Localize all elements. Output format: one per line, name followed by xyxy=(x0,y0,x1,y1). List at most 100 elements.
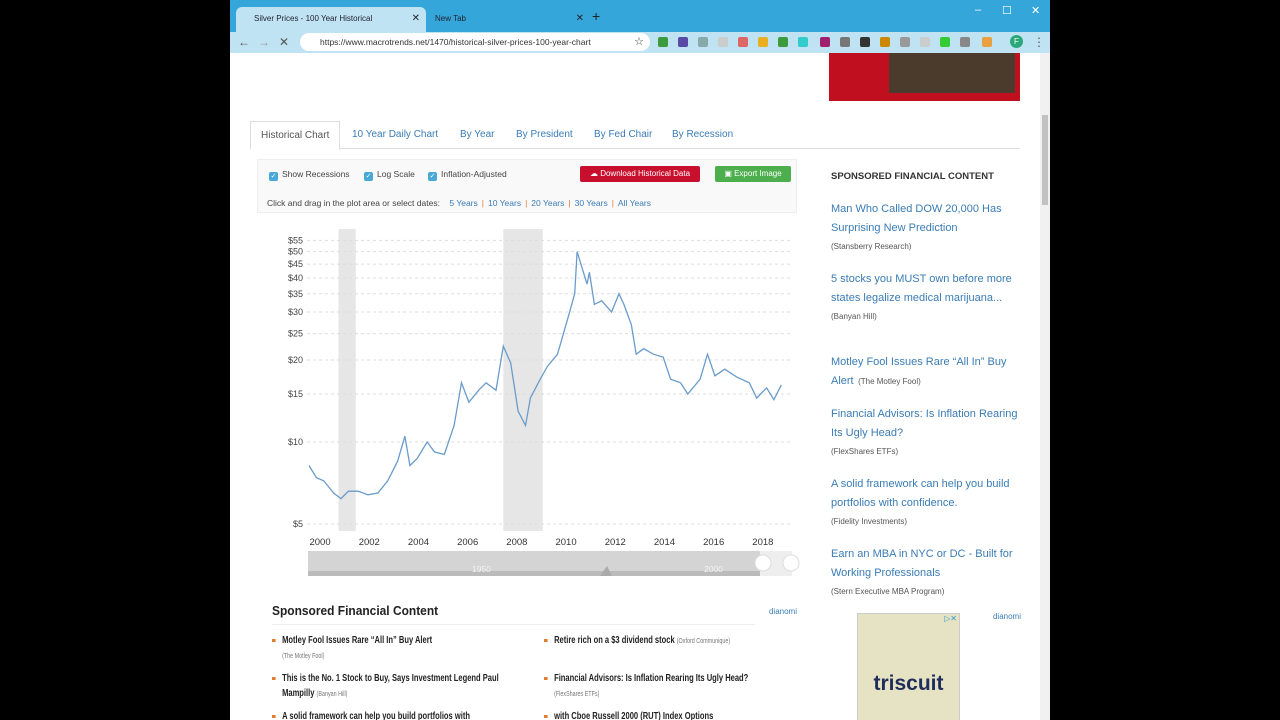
tab-by-fed-chair[interactable]: By Fed Chair xyxy=(594,129,653,140)
advertisement[interactable]: triscuit ▷✕ xyxy=(857,613,960,720)
extension-icon[interactable] xyxy=(960,37,970,47)
tab-historical-chart[interactable]: Historical Chart xyxy=(250,121,341,150)
link-title: Financial Advisors: Is Inflation Rearing… xyxy=(831,408,1018,439)
extension-icon[interactable] xyxy=(860,37,870,47)
link-source: (FlexShares ETFs) xyxy=(831,447,899,456)
y-tick-label: $40 xyxy=(288,273,303,283)
x-tick-label: 2006 xyxy=(457,537,478,548)
new-tab-button[interactable]: + xyxy=(592,8,601,24)
bottom-sponsored: Sponsored Financial Content dianomi Motl… xyxy=(272,603,797,720)
extension-icon[interactable] xyxy=(778,37,788,47)
bookmark-star-icon[interactable]: ☆ xyxy=(634,36,644,48)
sidebar-title: SPONSORED FINANCIAL CONTENT xyxy=(831,171,994,182)
scrollbar-thumb[interactable] xyxy=(1042,115,1048,205)
extension-icon[interactable] xyxy=(920,37,930,47)
range-30-years[interactable]: 30 Years xyxy=(574,198,608,208)
log-scale-checkbox[interactable]: ✓ Log Scale xyxy=(364,169,415,181)
back-icon[interactable]: ← xyxy=(238,35,250,49)
close-icon[interactable]: ✕ xyxy=(575,13,584,24)
tab-by-president[interactable]: By President xyxy=(516,129,573,140)
address-bar-row: ← → ✕ https://www.macrotrends.net/1470/h… xyxy=(230,32,1050,53)
dianomi-logo[interactable]: dianomi xyxy=(992,612,1021,621)
stop-icon[interactable]: ✕ xyxy=(279,35,290,49)
range-20-years[interactable]: 20 Years xyxy=(531,198,565,208)
extension-icon[interactable] xyxy=(820,37,830,47)
recession-band xyxy=(338,229,356,531)
date-range-selector: Click and drag in the plot area or selec… xyxy=(267,198,652,208)
extension-icon[interactable] xyxy=(758,37,768,47)
show-recessions-checkbox[interactable]: ✓ Show Recessions xyxy=(269,169,350,181)
extension-icon[interactable] xyxy=(698,37,708,47)
price-line xyxy=(308,251,782,500)
download-data-button[interactable]: ☁ Download Historical Data xyxy=(580,166,700,182)
sponsored-link[interactable]: Financial Advisors: Is Inflation Rearing… xyxy=(831,404,1021,459)
range-all-years[interactable]: All Years xyxy=(617,198,652,208)
link-title: Earn an MBA in NYC or DC - Built for Wor… xyxy=(831,548,1013,579)
sponsored-link[interactable]: Motley Fool Issues Rare “All In” Buy Ale… xyxy=(272,633,520,663)
navigator-handle[interactable] xyxy=(782,554,800,572)
tab-new[interactable]: New Tab ✕ xyxy=(430,7,590,32)
close-icon[interactable]: ✕ xyxy=(411,13,420,24)
extension-icon[interactable] xyxy=(738,37,748,47)
link-title: 5 stocks you MUST own before more states… xyxy=(831,273,1012,304)
silver-price-chart[interactable]: $5 $10 $15 $20 $25 $30 $35 $40 $45 $50 $55 2000 2002… xyxy=(230,53,810,593)
extension-icon[interactable] xyxy=(718,37,728,47)
menu-icon[interactable]: ⋮ xyxy=(1033,35,1045,49)
extension-icon[interactable] xyxy=(798,37,808,47)
range-5-years[interactable]: 5 Years xyxy=(449,198,478,208)
extension-icon[interactable] xyxy=(880,37,890,47)
page-content: Historical Chart 10 Year Daily Chart By … xyxy=(230,53,1040,720)
y-tick-label: $25 xyxy=(288,329,303,339)
tab-10-year-daily[interactable]: 10 Year Daily Chart xyxy=(352,129,439,140)
minimize-button[interactable]: – xyxy=(975,4,982,16)
advertisement[interactable] xyxy=(829,53,1020,101)
link-source: (Banyan Hill) xyxy=(316,689,348,698)
extension-icon[interactable] xyxy=(678,37,688,47)
extension-icon[interactable] xyxy=(982,37,992,47)
link-title: This is the No. 1 Stock to Buy, Says Inv… xyxy=(282,672,499,699)
forward-icon[interactable]: → xyxy=(258,35,270,49)
maximize-button[interactable]: ☐ xyxy=(1002,5,1012,17)
link-source: (The Motley Fool) xyxy=(282,651,325,660)
close-window-button[interactable]: ✕ xyxy=(1031,5,1041,17)
ad-logo: triscuit xyxy=(873,672,944,695)
sponsored-link[interactable]: Man Who Called DOW 20,000 Has Surprising… xyxy=(831,199,1021,254)
extension-icon[interactable] xyxy=(940,37,950,47)
sponsored-link[interactable]: Motley Fool Issues Rare “All In” Buy Ale… xyxy=(831,352,1021,389)
x-tick-label: 2016 xyxy=(703,537,724,548)
y-tick-label: $45 xyxy=(288,259,303,269)
link-source: (Stern Executive MBA Program) xyxy=(831,587,945,596)
sponsored-link[interactable]: A solid framework can help you build por… xyxy=(272,709,520,720)
link-title: Motley Fool Issues Rare “All In” Buy Ale… xyxy=(282,634,433,646)
x-tick-label: 2002 xyxy=(359,537,380,548)
profile-avatar[interactable]: F xyxy=(1010,35,1023,48)
navigator-handle[interactable] xyxy=(754,554,772,572)
extension-icon[interactable] xyxy=(900,37,910,47)
export-image-button[interactable]: ▣ Export Image xyxy=(715,166,791,182)
url-input[interactable]: https://www.macrotrends.net/1470/histori… xyxy=(300,33,650,51)
ad-close-icon[interactable]: ▷✕ xyxy=(944,614,957,623)
sponsored-link[interactable]: Earn an MBA in NYC or DC - Built for Wor… xyxy=(831,544,1021,599)
check-icon: ✓ xyxy=(269,172,278,181)
extension-icon[interactable] xyxy=(840,37,850,47)
sponsored-link[interactable]: with Cboe Russell 2000 (RUT) Index Optio… xyxy=(544,709,792,720)
inflation-adjusted-checkbox[interactable]: ✓ Inflation-Adjusted xyxy=(428,169,507,181)
range-10-years[interactable]: 10 Years xyxy=(487,198,522,208)
dianomi-logo[interactable]: dianomi xyxy=(768,607,797,616)
sponsored-link[interactable]: Retire rich on a $3 dividend stock (Oxfo… xyxy=(544,633,792,648)
tab-by-recession[interactable]: By Recession xyxy=(672,129,734,140)
sponsored-link[interactable]: This is the No. 1 Stock to Buy, Says Inv… xyxy=(272,671,520,701)
link-source: (Banyan Hill) xyxy=(831,312,877,321)
navigator-series xyxy=(308,571,792,576)
image-icon: ▣ xyxy=(724,169,735,178)
sponsored-link[interactable]: A solid framework can help you build por… xyxy=(831,474,1021,529)
extension-icon[interactable] xyxy=(658,37,668,47)
tab-by-year[interactable]: By Year xyxy=(460,129,495,140)
download-icon: ☁ xyxy=(589,169,601,178)
sponsored-link[interactable]: 5 stocks you MUST own before more states… xyxy=(831,269,1021,324)
tab-silver-prices[interactable]: Silver Prices - 100 Year Historical ✕ xyxy=(236,7,426,32)
sponsored-link[interactable]: Financial Advisors: Is Inflation Rearing… xyxy=(544,671,792,701)
x-tick-label: 2018 xyxy=(752,537,773,548)
scrollbar[interactable] xyxy=(1040,53,1050,720)
link-title: Man Who Called DOW 20,000 Has Surprising… xyxy=(831,203,1002,234)
